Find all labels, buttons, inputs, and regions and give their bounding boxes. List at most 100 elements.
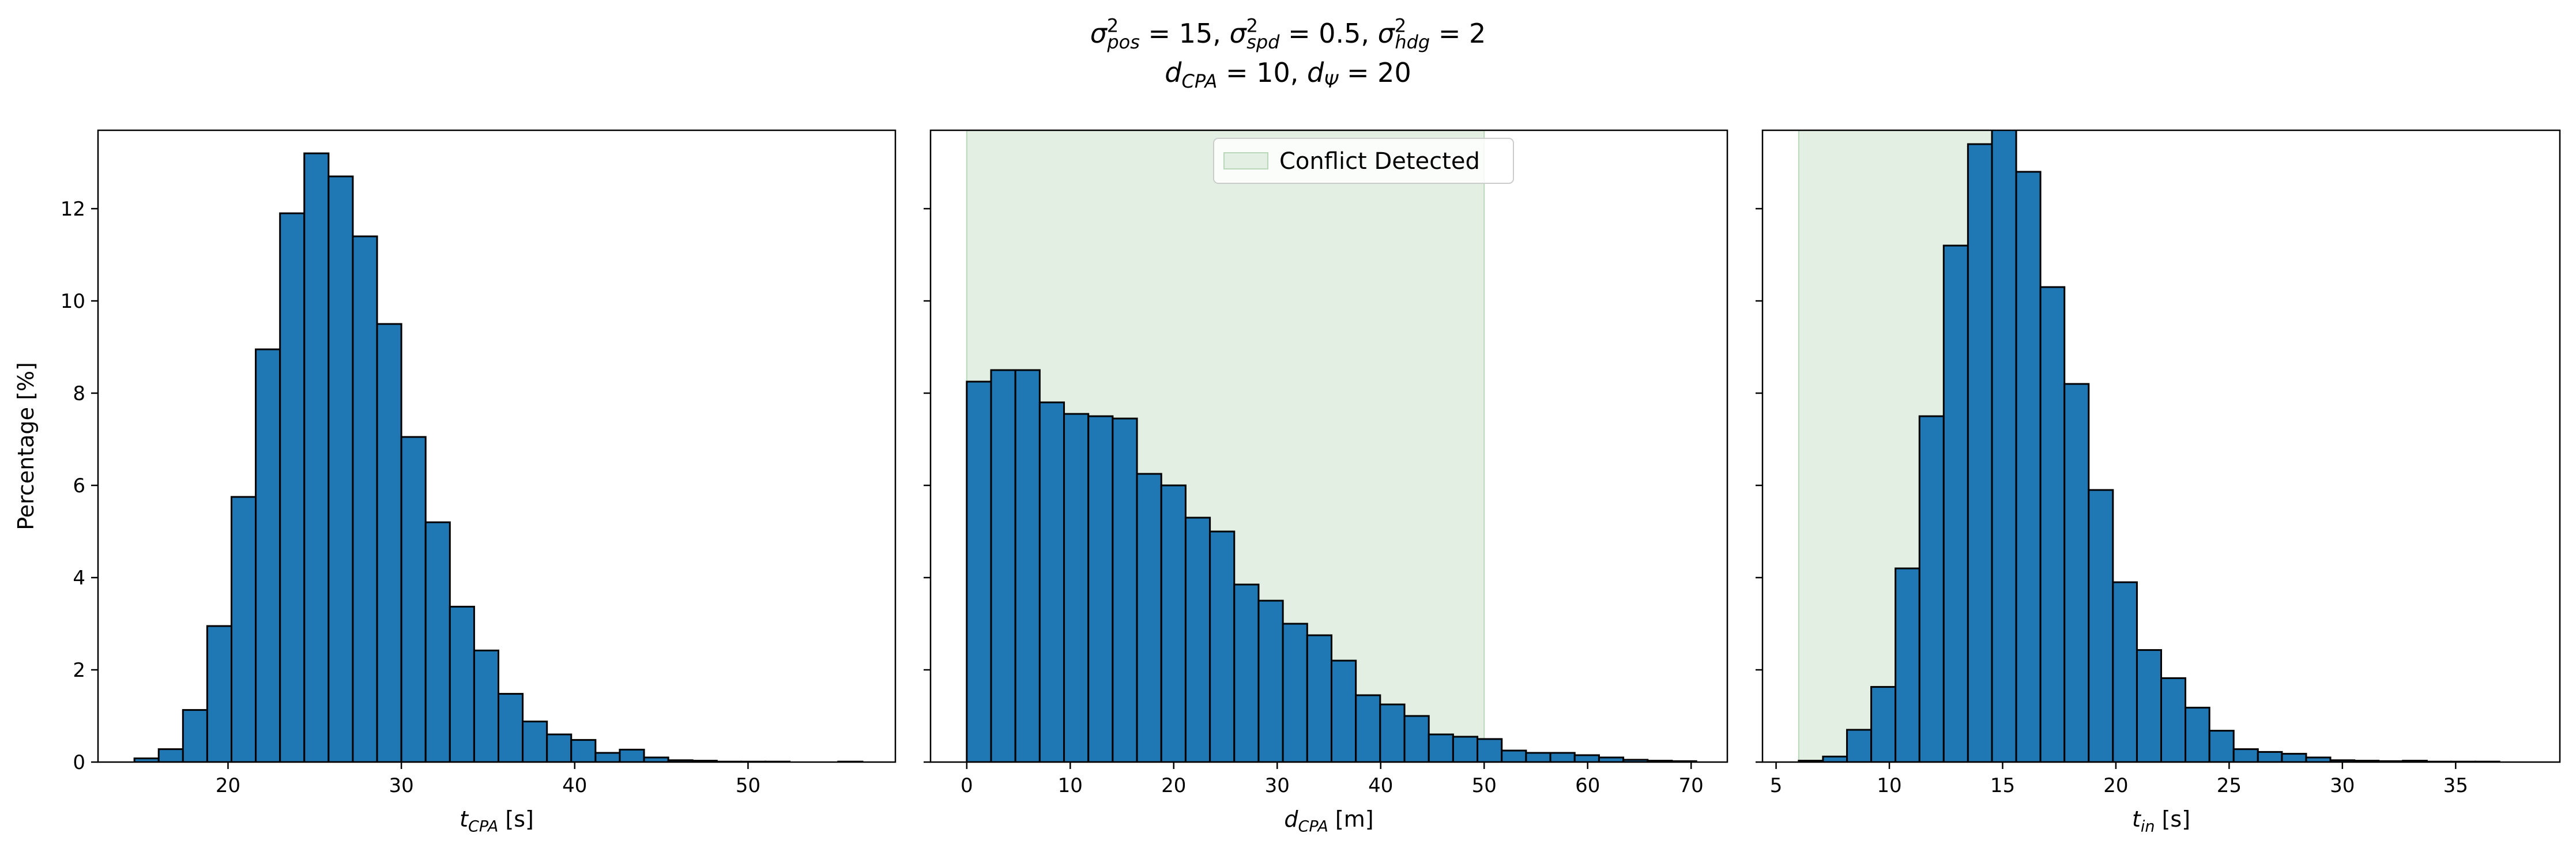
subplot-1: 20 30 40 50 0 2 4 6 8 10 12 tCPA [s] Percentage [%] [13, 129, 897, 835]
x-tick-label: 10 [1058, 774, 1083, 797]
histogram-bar [279, 212, 306, 762]
histogram-bar [206, 625, 233, 762]
histogram-bar [1014, 369, 1041, 762]
histogram-bar [2015, 171, 2042, 762]
histogram-bar [1087, 415, 1114, 762]
x-tick-label: 10 [1877, 774, 1901, 797]
histogram-bar [1063, 413, 1090, 762]
histogram-bar [2088, 489, 2114, 762]
histogram-bar [1991, 130, 2017, 762]
histogram-bar [1501, 749, 1527, 762]
histogram-bar [1918, 415, 1945, 762]
histogram-bar [400, 436, 427, 762]
histogram-bar [2112, 581, 2138, 762]
histogram-bar [2136, 649, 2163, 762]
histogram-bar [255, 348, 281, 762]
x-tick-label: 30 [1265, 774, 1290, 797]
histogram-bars [133, 152, 864, 762]
x-tick-label: 15 [1990, 774, 2015, 797]
figure-title-line-2: dCPA = 10, dΨ = 20 [1165, 57, 1411, 92]
histogram-bar [619, 748, 645, 762]
figure-title-line-1: σ2 pos = 15, σ2 spd = 0.5, σ2 hdg = 2 [1090, 15, 1486, 54]
x-axis-label: dCPA [m] [1284, 806, 1373, 835]
histogram-bar [1452, 736, 1479, 762]
histogram-bar [303, 152, 330, 762]
histogram-bar [1477, 738, 1503, 762]
histogram-bar [966, 380, 992, 762]
histogram-bar [1428, 733, 1454, 762]
histogram-bar [2160, 677, 2187, 762]
histogram-bar [1184, 517, 1211, 762]
x-axis-label: tin [s] [2132, 806, 2190, 835]
y-tick-label: 0 [73, 751, 85, 774]
histogram-bar [1870, 686, 1897, 762]
histogram-bar [157, 748, 184, 762]
histogram-bar [1209, 530, 1236, 762]
histogram-bar [546, 733, 573, 762]
histogram-bar [1282, 623, 1308, 762]
histogram-bar [2281, 753, 2307, 762]
y-tick-label: 10 [61, 290, 85, 313]
histogram-bar [1355, 694, 1381, 762]
histogram-bar [2208, 730, 2235, 762]
histogram-bar [594, 752, 621, 762]
histogram-bar [352, 235, 378, 762]
legend: Conflict Detected [1213, 138, 1514, 184]
histogram-bar [1573, 754, 1600, 762]
histogram-bar [1257, 600, 1284, 762]
histogram-bar [522, 721, 548, 762]
histogram-bar [2039, 286, 2066, 762]
x-tick-label: 20 [2103, 774, 2128, 797]
histogram-bar [1403, 715, 1430, 762]
x-axis-label: tCPA [s] [460, 806, 534, 835]
histogram-bar [2185, 707, 2210, 762]
histogram-bar [1895, 567, 1920, 762]
histogram-bar [570, 739, 597, 762]
histogram-bar [1822, 755, 1848, 762]
legend-swatch [1223, 152, 1268, 169]
y-tick-label: 4 [73, 567, 85, 590]
x-tick-label: 30 [389, 774, 414, 797]
x-tick-label: 20 [1161, 774, 1186, 797]
y-tick-label: 6 [73, 474, 85, 497]
histogram-bar [1330, 659, 1357, 762]
histogram-bar [1942, 244, 1969, 762]
histogram-bar [2063, 383, 2090, 762]
histogram-bars [966, 369, 1697, 762]
histogram-bar [182, 709, 208, 762]
x-tick-label: 35 [2443, 774, 2468, 797]
histogram-bar [1379, 703, 1406, 762]
histogram-bar [1160, 484, 1187, 762]
histogram-bar [990, 369, 1016, 762]
x-tick-label: 20 [216, 774, 240, 797]
histogram-bar [231, 496, 257, 762]
axes-frame [929, 129, 1728, 763]
histogram-bar [1525, 752, 1551, 762]
histogram-bar [2232, 748, 2259, 762]
histogram-bar [1967, 143, 1993, 762]
axes-frame [97, 129, 897, 763]
subplot-2: 0 10 20 30 40 50 60 70 dCPA [m] Conflict Detected [924, 129, 1728, 835]
y-tick-label: 12 [61, 198, 85, 221]
y-tick-label: 8 [73, 382, 85, 405]
histogram-bar [376, 323, 402, 762]
x-tick-label: 40 [1368, 774, 1393, 797]
x-tick-label: 70 [1679, 774, 1704, 797]
x-tick-label: 25 [2217, 774, 2242, 797]
histogram-bar [1306, 634, 1332, 762]
x-tick-label: 30 [2330, 774, 2355, 797]
y-axis-label: Percentage [%] [13, 362, 39, 530]
axes-frame [1761, 129, 2561, 763]
histogram-bar [2257, 751, 2283, 762]
histogram-bars [1798, 130, 2500, 762]
x-tick-label: 60 [1575, 774, 1600, 797]
x-tick-label: 50 [1472, 774, 1497, 797]
histogram-bar [498, 693, 524, 762]
y-tick-label: 2 [73, 659, 85, 682]
histogram-bar [1846, 729, 1873, 762]
subplot-3: 5 10 15 20 25 30 35 tin [s] [1756, 129, 2561, 835]
x-tick-label: 5 [1770, 774, 1783, 797]
x-tick-label: 40 [562, 774, 587, 797]
